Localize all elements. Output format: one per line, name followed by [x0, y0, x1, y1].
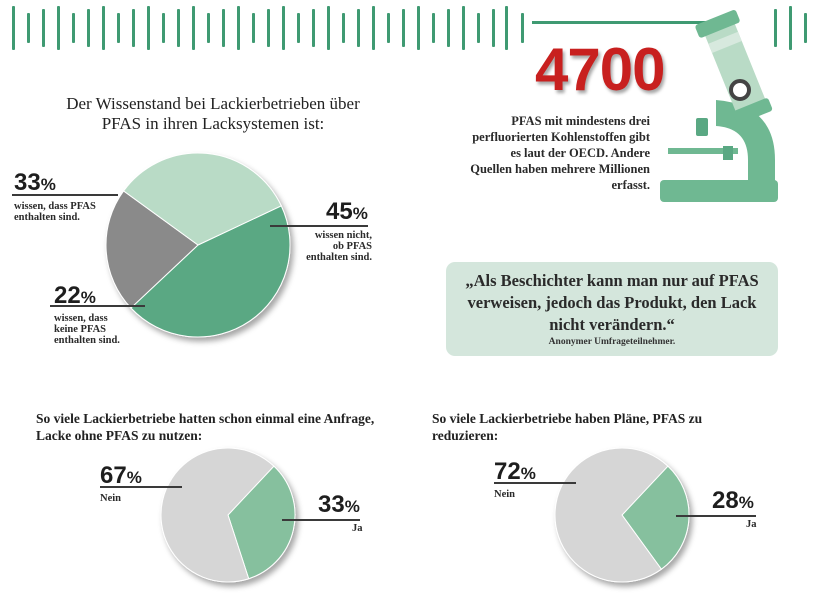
- decorative-stripe: [312, 9, 315, 47]
- pie-1-slice-1: [130, 205, 291, 338]
- decorative-stripe: [72, 13, 75, 43]
- decorative-stripe: [327, 6, 330, 50]
- decorative-stripe: [521, 13, 524, 43]
- decorative-stripe: [237, 6, 240, 50]
- pie-1-slice-3: [122, 152, 282, 246]
- decorative-stripe: [57, 6, 60, 50]
- pct-label-knows-contains: 33%: [14, 169, 56, 196]
- pct-label-unknown: 45%: [326, 198, 368, 225]
- decorative-stripe: [417, 6, 420, 50]
- decorative-stripe: [282, 6, 285, 50]
- pct-label-c2-nein: 67%: [100, 462, 142, 489]
- slice-label-c3-nein: Nein: [494, 489, 515, 500]
- decorative-stripe: [207, 13, 210, 43]
- decorative-stripe: [42, 9, 45, 47]
- decorative-stripe: [505, 6, 508, 50]
- decorative-stripe: [789, 6, 792, 50]
- decorative-stripe: [804, 13, 807, 43]
- quote-box: „Als Beschichter kann man nur auf PFAS v…: [446, 262, 778, 356]
- slice-label-c2-nein: Nein: [100, 493, 121, 504]
- decorative-stripe: [267, 9, 270, 47]
- pie-3-slice-1: [621, 465, 690, 570]
- pie-2-slice-1: [227, 465, 296, 580]
- decorative-stripe: [177, 9, 180, 47]
- decorative-stripe: [774, 9, 777, 47]
- decorative-stripe: [432, 13, 435, 43]
- decorative-stripe: [252, 13, 255, 43]
- decorative-stripe: [477, 13, 480, 43]
- decorative-stripe: [462, 6, 465, 50]
- slice-label-c2-ja: Ja: [352, 523, 363, 534]
- decorative-stripe: [192, 6, 195, 50]
- decorative-stripe: [357, 9, 360, 47]
- decorative-stripe: [12, 6, 15, 50]
- decorative-stripe: [102, 6, 105, 50]
- decorative-stripe: [27, 13, 30, 43]
- decorative-stripe: [297, 13, 300, 43]
- slice-label-unknown: wissen nicht, ob PFAS enthalten sind.: [306, 230, 372, 263]
- pie-chart-1: [105, 152, 291, 338]
- quote-text: „Als Beschichter kann man nur auf PFAS v…: [465, 271, 759, 334]
- slice-label-knows-contains: wissen, dass PFAS enthalten sind.: [14, 201, 96, 223]
- slice-label-c3-ja: Ja: [746, 519, 757, 530]
- pct-label-c3-ja: 28%: [712, 487, 754, 514]
- decorative-stripe: [402, 9, 405, 47]
- decorative-stripe: [87, 9, 90, 47]
- stat-number: 4700: [535, 36, 665, 103]
- stat-description: PFAS mit mindestens drei perfluorierten …: [470, 114, 650, 192]
- pie-chart-2: [160, 447, 296, 583]
- decorative-stripe: [162, 13, 165, 43]
- decorative-stripe: [372, 6, 375, 50]
- decorative-stripe: [492, 9, 495, 47]
- pie-chart-3: [554, 447, 690, 583]
- pie-2-slice-2: [160, 447, 275, 583]
- decorative-stripe: [342, 13, 345, 43]
- pie-3-slice-2: [554, 447, 669, 583]
- decorative-stripe: [387, 13, 390, 43]
- decorative-stripe: [117, 13, 120, 43]
- pct-label-knows-none: 22%: [54, 282, 96, 309]
- pct-label-c3-nein: 72%: [494, 458, 536, 485]
- decorative-stripe: [447, 9, 450, 47]
- decorative-stripe: [147, 6, 150, 50]
- slice-label-knows-none: wissen, dass keine PFAS enthalten sind.: [54, 313, 120, 346]
- decorative-top-line: [532, 21, 710, 24]
- chart-2-title: So viele Lackierbetriebe hatten schon ei…: [36, 411, 375, 443]
- decorative-stripe: [222, 9, 225, 47]
- pct-label-c2-ja: 33%: [318, 491, 360, 518]
- quote-author: Anonymer Umfrageteilnehmer.: [548, 337, 676, 347]
- decorative-stripe: [132, 9, 135, 47]
- pie-1-slice-2: [105, 190, 199, 309]
- chart-3-title: So viele Lackierbetriebe haben Pläne, PF…: [432, 411, 703, 443]
- chart-1-title: Der Wissenstand bei Lackierbetrieben übe…: [66, 94, 360, 133]
